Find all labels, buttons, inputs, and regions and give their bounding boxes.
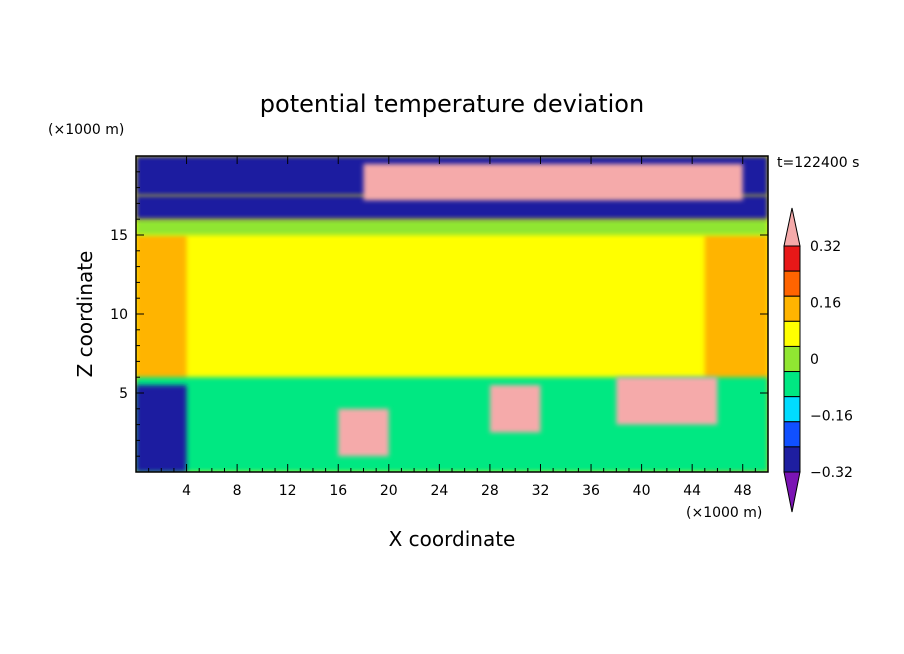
x-tick-label: 32 bbox=[532, 483, 550, 499]
x-tick-label: 20 bbox=[380, 483, 398, 499]
y-tick-label: 10 bbox=[110, 307, 128, 323]
colorbar-box bbox=[783, 421, 801, 448]
y-tick-label: 15 bbox=[110, 228, 128, 244]
x-tick-label: 8 bbox=[233, 483, 242, 499]
y-tick-label: 5 bbox=[119, 386, 128, 402]
field-region bbox=[136, 219, 768, 235]
colorbar-tick-label: 0.16 bbox=[810, 296, 841, 312]
x-tick-label: 48 bbox=[734, 483, 752, 499]
colorbar-box bbox=[783, 245, 801, 272]
colorbar-tick-label: 0 bbox=[810, 352, 819, 368]
x-tick-label: 44 bbox=[683, 483, 701, 499]
colorbar-box bbox=[783, 320, 801, 347]
x-tick-label: 40 bbox=[633, 483, 651, 499]
colorbar-tick-label: −0.32 bbox=[810, 465, 853, 481]
colorbar-extend-bottom bbox=[783, 471, 801, 513]
x-tick-label: 28 bbox=[481, 483, 499, 499]
x-tick-label: 24 bbox=[430, 483, 448, 499]
field-region bbox=[136, 385, 187, 472]
x-axis-label: X coordinate bbox=[389, 527, 516, 551]
colorbar-box bbox=[783, 295, 801, 322]
chart-title: potential temperature deviation bbox=[260, 90, 644, 118]
x-tick-label: 36 bbox=[582, 483, 600, 499]
colorbar-box bbox=[783, 270, 801, 297]
y-axis-label: Z coordinate bbox=[73, 251, 97, 378]
x-tick-label: 12 bbox=[279, 483, 297, 499]
y-axis: 5 10 15 bbox=[110, 171, 768, 457]
x-axis: 4 8 12 16 20 24 28 32 36 40 44 48 bbox=[148, 156, 756, 499]
x-axis-unit: (×1000 m) bbox=[686, 505, 762, 521]
field-region bbox=[363, 163, 743, 201]
colorbar-extend-top bbox=[783, 207, 801, 247]
x-tick-label: 16 bbox=[329, 483, 347, 499]
colorbar-box bbox=[783, 371, 801, 398]
colorbar-box bbox=[783, 345, 801, 373]
x-tick-label: 4 bbox=[182, 483, 191, 499]
colorbar-tick-label: −0.16 bbox=[810, 409, 853, 425]
field-region bbox=[489, 385, 541, 433]
colorbar-box bbox=[783, 446, 801, 473]
time-label: t=122400 s bbox=[777, 155, 859, 171]
field-region bbox=[616, 377, 718, 425]
field-region bbox=[136, 195, 768, 220]
colorbar: 0.32 0.16 0 −0.16 −0.32 bbox=[783, 207, 853, 513]
field-region bbox=[338, 408, 389, 457]
heatmap-field bbox=[136, 156, 768, 472]
y-axis-unit: (×1000 m) bbox=[48, 122, 124, 138]
colorbar-tick-label: 0.32 bbox=[810, 239, 841, 255]
colorbar-box bbox=[783, 396, 801, 423]
